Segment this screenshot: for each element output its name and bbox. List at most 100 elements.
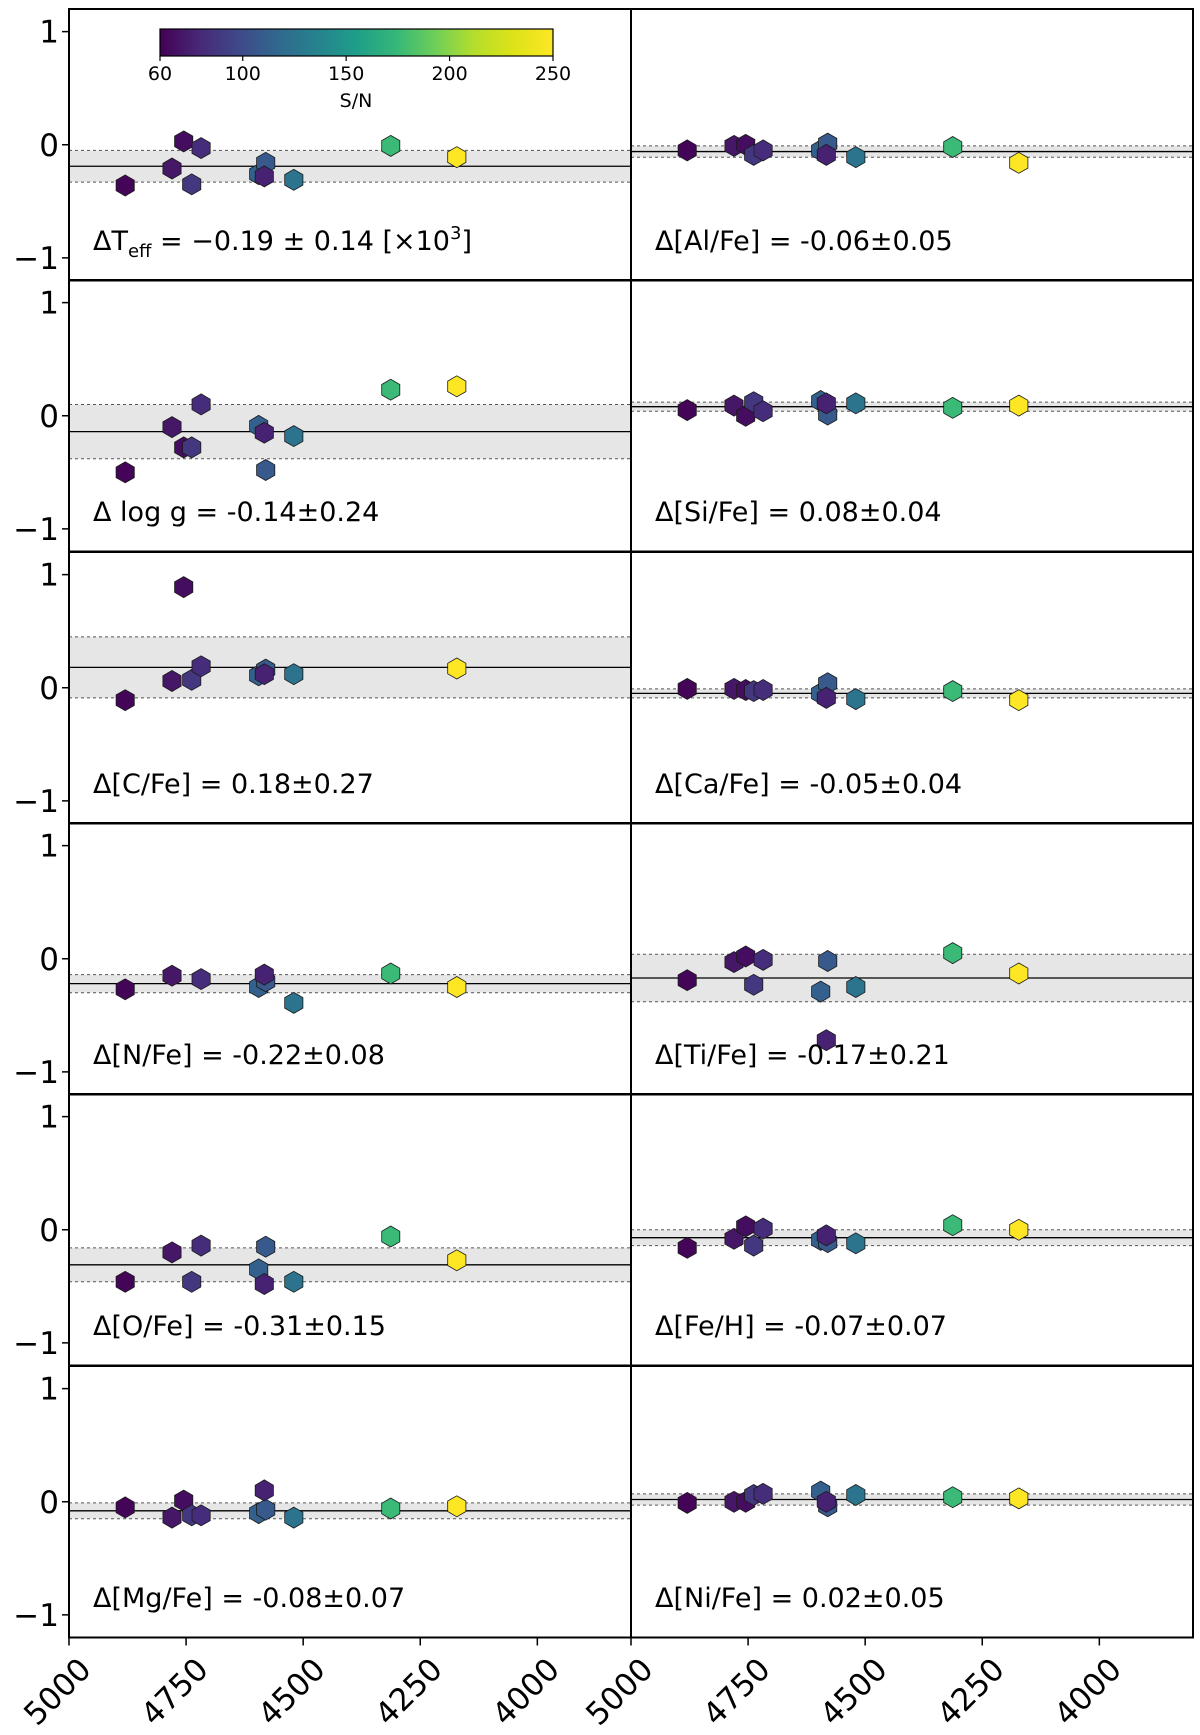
- x-tick-label: 4000: [1048, 1652, 1129, 1733]
- data-point: [1009, 689, 1029, 712]
- y-tick-label: 0: [39, 399, 59, 435]
- data-point: [846, 976, 866, 998]
- data-point: [943, 396, 963, 419]
- data-point: [753, 679, 773, 701]
- panel-6: 1 0 −1 Δ[N/Fe] = -0.22±0.08: [13, 822, 632, 1096]
- y-tick-label: 1: [39, 286, 59, 322]
- x-tick-label: 4000: [486, 1652, 567, 1733]
- data-point: [284, 1270, 304, 1293]
- panel-label: Δ[Mg/Fe] = -0.08±0.07: [93, 1583, 405, 1614]
- data-point: [115, 461, 135, 484]
- y-tick-label: −1: [13, 1598, 59, 1634]
- data-point: [1009, 1218, 1029, 1241]
- y-tick-label: 0: [39, 128, 59, 164]
- data-point: [115, 1270, 135, 1293]
- data-point: [943, 1486, 963, 1509]
- x-tick-label: 4750: [134, 1652, 215, 1733]
- data-point: [381, 134, 401, 157]
- data-point: [736, 945, 756, 968]
- data-point: [943, 1214, 963, 1237]
- data-point: [191, 1504, 211, 1527]
- data-point: [846, 146, 866, 169]
- y-tick-label: 1: [39, 829, 59, 865]
- data-point: [174, 576, 194, 599]
- panel-5: Δ[Ca/Fe] = -0.05±0.04: [630, 551, 1194, 825]
- x-tick-label: 5000: [17, 1652, 98, 1733]
- y-tick-label: 1: [39, 1372, 59, 1408]
- panel-label: Δ[Ni/Fe] = 0.02±0.05: [655, 1583, 945, 1614]
- data-point: [162, 964, 182, 987]
- data-point: [162, 1241, 182, 1264]
- data-point: [736, 1215, 756, 1238]
- data-point: [846, 1484, 866, 1506]
- panel-label: Δ[Fe/H] = -0.07±0.07: [655, 1311, 947, 1342]
- data-point: [816, 1224, 836, 1247]
- data-point: [677, 139, 697, 162]
- data-point: [191, 968, 211, 991]
- data-point: [254, 1273, 274, 1295]
- data-point: [677, 677, 697, 700]
- data-point: [846, 392, 866, 415]
- colorbar-title: S/N: [340, 90, 373, 112]
- data-point: [677, 399, 697, 422]
- y-tick-label: −1: [13, 1326, 59, 1362]
- data-point: [162, 416, 182, 439]
- y-tick-label: −1: [13, 1055, 59, 1091]
- data-point: [447, 976, 467, 998]
- panel-label: Δ[Al/Fe] = -0.06±0.05: [655, 226, 953, 257]
- data-point: [115, 978, 135, 1001]
- data-point: [447, 375, 467, 398]
- y-tick-label: −1: [13, 784, 59, 820]
- data-point: [256, 1498, 276, 1521]
- data-point: [846, 1232, 866, 1255]
- panel-2: 1 0 −1 Δ log g = -0.14±0.24: [13, 279, 632, 553]
- data-point: [182, 173, 202, 196]
- colorbar-tick-label: 100: [225, 63, 261, 85]
- data-point: [816, 392, 836, 415]
- y-tick-label: 0: [39, 1485, 59, 1521]
- data-point: [816, 1490, 836, 1513]
- panel-11: Δ[Ni/Fe] = 0.02±0.05: [630, 1365, 1194, 1639]
- x-tick-label: 4250: [930, 1652, 1011, 1733]
- data-point: [284, 425, 304, 448]
- data-point: [846, 688, 866, 711]
- data-point: [284, 1506, 304, 1529]
- data-point: [753, 400, 773, 423]
- data-point: [753, 948, 773, 971]
- x-tick-label: 5000: [579, 1652, 660, 1733]
- data-point: [191, 655, 211, 678]
- data-point: [816, 1029, 836, 1052]
- colorbar-tick-label: 150: [328, 63, 364, 85]
- panel-3: Δ[Si/Fe] = 0.08±0.04: [630, 279, 1194, 553]
- data-point: [381, 1497, 401, 1520]
- data-point: [191, 393, 211, 416]
- x-tick-label: 4500: [251, 1652, 332, 1733]
- data-point: [115, 1496, 135, 1519]
- data-point: [753, 139, 773, 162]
- data-point: [677, 1491, 697, 1514]
- panel-1: Δ[Al/Fe] = -0.06±0.05: [630, 8, 1194, 282]
- colorbar-tick-label: 200: [431, 63, 467, 85]
- colorbar-tick-label: 250: [535, 63, 571, 85]
- y-tick-label: 1: [39, 558, 59, 594]
- data-point: [1009, 394, 1029, 417]
- x-tick-label: 4500: [813, 1652, 894, 1733]
- data-point: [254, 663, 274, 686]
- data-point: [447, 1495, 467, 1518]
- data-point: [162, 157, 182, 180]
- data-point: [811, 980, 831, 1003]
- y-tick-label: 1: [39, 1100, 59, 1136]
- y-tick-label: 1: [39, 15, 59, 51]
- data-point: [744, 1234, 764, 1257]
- panel-0: 1 0 −1 ΔTeff = −0.19 ± 0.14 [×103]: [13, 8, 632, 282]
- data-point: [381, 962, 401, 985]
- data-point: [182, 1270, 202, 1293]
- panel-label: Δ[C/Fe] = 0.18±0.27: [93, 769, 374, 800]
- data-point: [256, 1235, 276, 1258]
- panel-label: Δ[Si/Fe] = 0.08±0.04: [655, 497, 942, 528]
- panel-7: Δ[Ti/Fe] = -0.17±0.21: [630, 822, 1194, 1096]
- panel-label: Δ[N/Fe] = -0.22±0.08: [93, 1040, 385, 1071]
- panel-4: 1 0 −1 Δ[C/Fe] = 0.18±0.27: [13, 551, 632, 825]
- panel-10: 1 0 −1 Δ[Mg/Fe] = -0.08±0.07: [13, 1365, 632, 1639]
- data-point: [744, 973, 764, 996]
